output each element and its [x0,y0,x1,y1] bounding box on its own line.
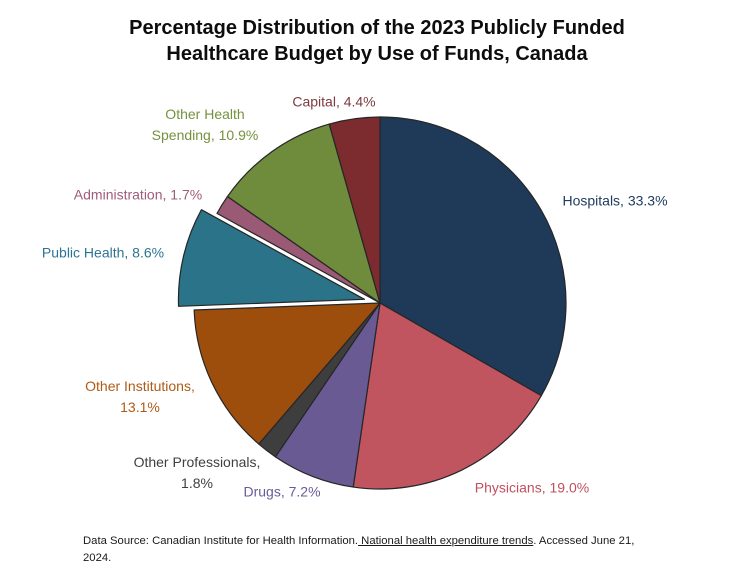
slice-label-hospitals: Hospitals, 33.3% [562,192,668,209]
data-source-note: Data Source: Canadian Institute for Heal… [83,533,713,567]
data-source-suffix: . Accessed June 21, [533,535,635,547]
pie-slice-physicians [352,302,542,490]
data-source-line1: Data Source: Canadian Institute for Heal… [83,533,713,550]
slice-label-other-institutions: Other Institutions, 13.1% [85,378,195,415]
pie-slice-hospitals [379,116,567,397]
slice-label-public-health: Public Health, 8.6% [41,244,165,261]
slice-label-physicians: Physicians, 19.0% [474,479,590,496]
data-source-prefix: Data Source: Canadian Institute for Heal… [83,535,359,547]
pie-slice-public-health [177,209,366,307]
pie-slice-capital [328,116,381,304]
data-source-line2: 2024. [83,552,112,564]
slice-label-capital: Capital, 4.4% [292,93,376,110]
data-source-link[interactable]: National health expenditure trends [358,535,534,547]
chart-title: Percentage Distribution of the 2023 Publ… [0,15,754,67]
slice-label-other-professionals: Other Professionals, 1.8% [133,454,261,491]
chart-title-line1: Percentage Distribution of the 2023 Publ… [129,17,625,39]
slice-label-administration: Administration, 1.7% [73,186,203,203]
chart-title-line2: Healthcare Budget by Use of Funds, Canad… [166,43,588,65]
slice-label-other-health-spending: Other Health Spending, 10.9% [151,106,259,143]
slice-label-drugs: Drugs, 7.2% [243,483,321,500]
pie-slice-other-institutions [193,302,381,445]
